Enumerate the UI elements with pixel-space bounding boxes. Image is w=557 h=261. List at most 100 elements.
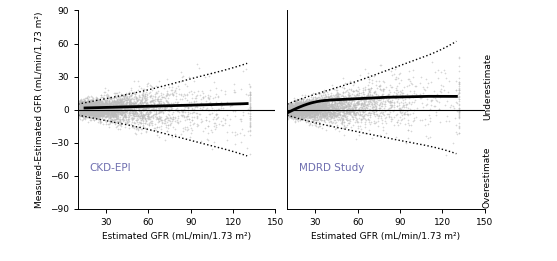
Point <box>373 102 382 106</box>
Point <box>76 108 85 112</box>
Point <box>317 109 326 113</box>
Point <box>203 124 212 128</box>
Point <box>328 102 336 106</box>
Point <box>75 101 84 105</box>
Point <box>109 118 118 122</box>
Point <box>364 71 373 75</box>
Point <box>104 106 113 110</box>
Point <box>88 106 97 111</box>
Point <box>394 122 403 127</box>
Point <box>89 111 98 115</box>
Point <box>318 105 327 109</box>
Point <box>95 106 104 110</box>
Point <box>75 105 84 109</box>
Point <box>349 111 358 115</box>
Point <box>317 112 326 116</box>
Point <box>334 112 343 116</box>
Point <box>335 96 344 100</box>
Point <box>372 106 380 110</box>
Point <box>80 111 89 115</box>
Point <box>364 90 373 94</box>
Point <box>96 118 105 123</box>
Point <box>95 106 104 110</box>
Point <box>78 106 87 110</box>
Point <box>285 109 294 114</box>
Point <box>110 109 119 113</box>
Point <box>125 110 134 114</box>
Point <box>324 105 333 109</box>
Point <box>360 87 369 91</box>
Point <box>82 99 91 104</box>
Point <box>409 108 418 112</box>
Point <box>295 105 304 110</box>
Point <box>106 113 115 117</box>
Point <box>108 116 116 121</box>
Point <box>312 105 321 109</box>
Point <box>109 111 118 115</box>
Point <box>90 105 99 109</box>
Point <box>292 110 301 114</box>
Point <box>336 99 345 103</box>
Point <box>246 102 255 106</box>
Point <box>130 131 139 135</box>
Point <box>148 119 157 123</box>
Point <box>76 102 85 106</box>
Point <box>304 101 313 105</box>
Point <box>408 68 417 73</box>
Point <box>294 110 302 114</box>
Point <box>145 103 154 107</box>
Point <box>363 86 372 91</box>
Point <box>333 98 342 103</box>
Point <box>323 110 332 114</box>
Point <box>79 108 87 112</box>
Point <box>151 111 160 116</box>
Point <box>95 109 104 114</box>
Point <box>302 104 311 108</box>
Point <box>303 110 312 115</box>
Point <box>124 106 133 111</box>
Point <box>298 102 307 106</box>
Point <box>78 103 87 107</box>
Point <box>389 108 398 112</box>
Point <box>74 108 83 112</box>
Point <box>118 99 127 103</box>
Point <box>315 117 324 121</box>
Point <box>295 109 304 113</box>
Point <box>96 111 105 115</box>
Point <box>360 104 369 108</box>
Point <box>77 110 86 114</box>
Point <box>246 114 255 118</box>
Point <box>311 97 320 101</box>
Point <box>115 104 124 109</box>
Point <box>325 124 334 128</box>
Point <box>77 118 86 122</box>
Point <box>284 114 292 118</box>
Point <box>130 108 139 112</box>
Point <box>128 106 137 110</box>
Point <box>135 108 144 112</box>
Point <box>290 111 299 116</box>
Point <box>222 113 231 117</box>
Point <box>187 126 196 130</box>
Point <box>455 131 463 135</box>
Point <box>75 112 84 116</box>
Point <box>309 91 318 96</box>
Point <box>319 108 328 112</box>
Point <box>154 89 163 93</box>
Point <box>94 110 103 114</box>
Point <box>289 110 298 114</box>
Point <box>132 95 141 99</box>
Point <box>90 112 99 117</box>
Point <box>97 104 106 108</box>
Point <box>75 109 84 113</box>
Point <box>289 103 298 107</box>
Point <box>76 106 85 111</box>
Point <box>82 106 91 111</box>
Point <box>288 103 297 107</box>
Point <box>101 108 110 112</box>
Point <box>306 103 315 107</box>
Point <box>289 112 297 117</box>
Point <box>168 117 177 121</box>
Point <box>365 87 374 91</box>
Point <box>291 102 300 106</box>
